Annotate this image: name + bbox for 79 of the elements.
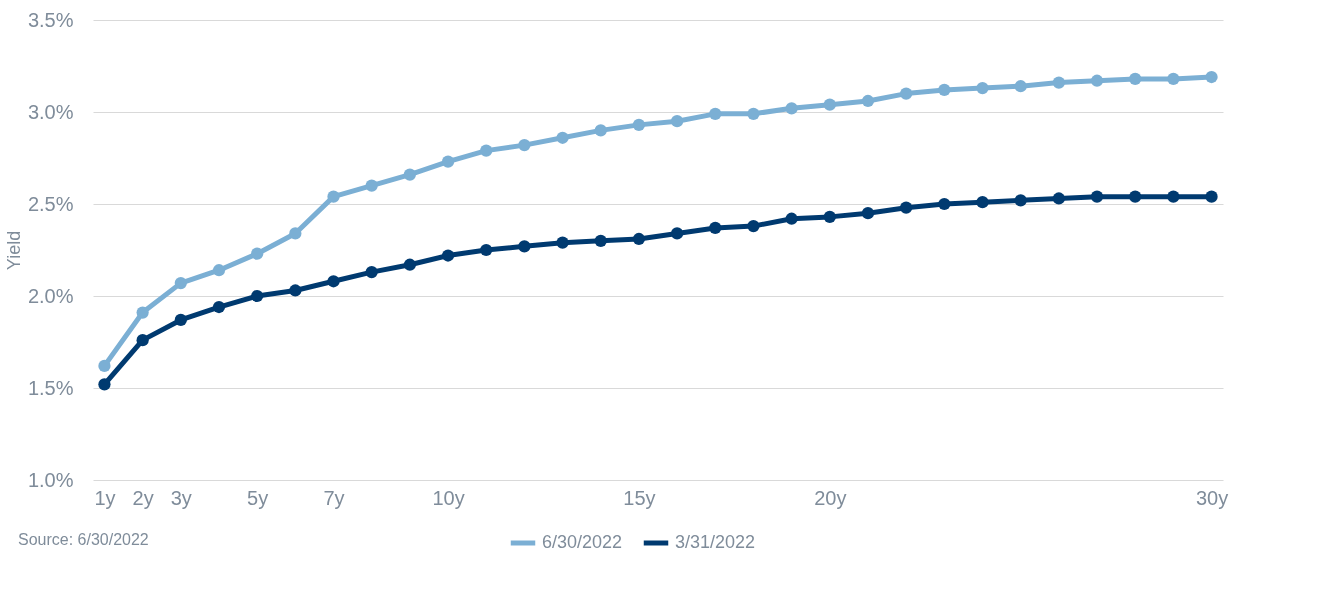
y-tick-label: 3.5% [27,8,74,31]
point [556,236,569,249]
x-tick-label: 7y [323,486,345,509]
point [480,144,493,157]
point [1167,72,1180,85]
point [1014,194,1027,207]
point [785,102,798,115]
point [976,81,989,95]
y-tick-label: 1.0% [27,468,74,491]
point [1129,190,1142,203]
point [251,247,264,260]
point [632,232,646,246]
point [1052,192,1065,205]
point [709,107,722,120]
point [900,201,913,214]
point [518,240,531,253]
point [1090,190,1104,203]
y-axis-title: Yield [3,230,24,271]
point [1205,190,1218,203]
legend-label: 6/30/2022 [542,532,623,552]
x-tick-label: 30y [1195,486,1229,509]
point [861,207,875,220]
point [403,168,416,181]
x-tick-label: 3y [170,486,192,509]
point [747,219,760,233]
point [480,243,493,257]
point [1090,74,1104,87]
point [251,289,264,303]
point [98,378,111,391]
point [709,221,722,235]
point [136,334,149,347]
point [327,275,340,288]
x-tick-label: 10y [432,486,465,509]
x-tick-label: 20y [814,486,847,509]
point [1129,72,1142,85]
point [594,124,607,137]
point [289,227,302,240]
point [938,197,951,211]
point [365,179,378,192]
point [1052,76,1065,89]
point [670,115,684,128]
point [289,284,302,297]
point [900,87,913,100]
source-note: Source: 6/30/2022 [18,531,149,548]
point [441,155,455,168]
point [327,190,340,203]
point [556,131,569,144]
point [1205,70,1218,84]
point [212,264,226,277]
point [403,258,416,271]
point [1014,80,1027,93]
point [785,212,798,225]
y-tick-label: 2.5% [27,192,74,215]
point [747,107,760,120]
x-tick-label: 5y [247,486,269,509]
x-tick-label: 1y [94,486,116,509]
point [174,277,187,290]
point [670,227,684,240]
y-tick-label: 1.5% [27,376,74,399]
point [861,94,875,108]
point [136,306,149,319]
x-tick-label: 2y [132,486,154,509]
point [365,265,378,279]
legend-label: 3/31/2022 [675,532,756,552]
point [632,118,646,131]
x-tick-label: 15y [623,486,656,509]
point [823,210,836,223]
y-tick-label: 2.0% [27,284,74,307]
point [98,359,111,373]
point [212,300,226,314]
point [174,313,187,327]
point [1167,190,1180,203]
point [938,83,951,97]
point [518,139,531,152]
y-tick-label: 3.0% [27,100,74,123]
point [823,98,836,111]
point [441,249,455,262]
point [976,196,989,209]
point [594,234,607,247]
